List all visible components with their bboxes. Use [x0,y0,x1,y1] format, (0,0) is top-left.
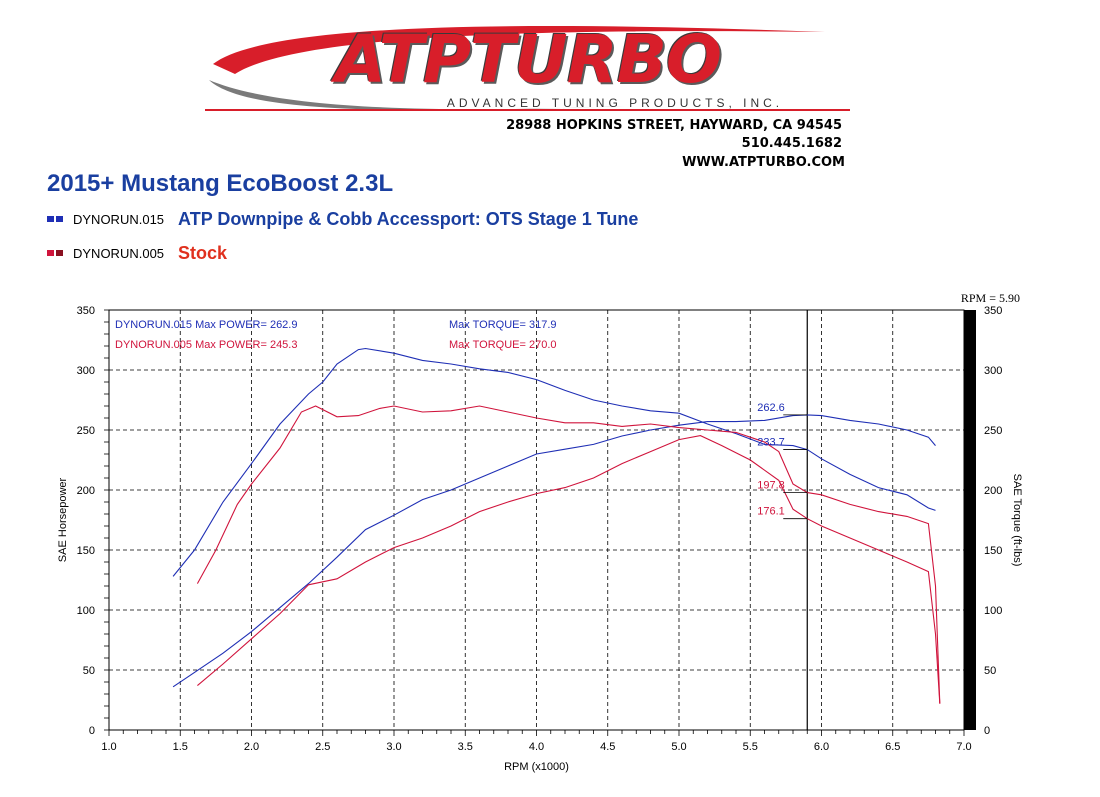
legend-run-name: DYNORUN.015 [73,211,165,227]
legend-description: Stock [178,242,228,263]
legend-swatch [47,250,54,256]
legend-swatch [56,250,63,256]
rpm-cursor-label: RPM = 5.90 [961,291,1020,305]
cursor-value-label: 176.1 [757,506,785,518]
x-tick-label: 5.5 [743,741,758,753]
cursor-value-label: 233.7 [757,437,785,449]
y-axis-title: SAE Horsepower [57,477,69,562]
phone: 510.445.1682 [741,136,842,151]
legend-swatch [47,216,54,222]
logo-subtitle: ADVANCED TUNING PRODUCTS, INC. [446,96,784,110]
x-tick-label: 4.5 [600,741,615,753]
legend-item-run-005: DYNORUN.005 Stock [47,242,227,264]
x-tick-label: 3.5 [458,741,473,753]
cursor-value-label: 262.6 [757,402,785,414]
y-tick-label-right: 100 [984,605,1002,617]
series-line [197,435,941,704]
right-axis-bar [964,310,976,730]
y-tick-label-left: 300 [77,365,95,377]
x-tick-label: 5.0 [671,741,686,753]
legend-item-run-015: DYNORUN.015 ATP Downpipe & Cobb Accesspo… [47,208,638,230]
website: WWW.ATPTURBO.COM [682,155,845,170]
x-tick-label: 6.0 [814,741,829,753]
x-tick-label: 7.0 [956,741,971,753]
series-line [172,347,936,577]
x-tick-label: 4.0 [529,741,544,753]
x-tick-label: 2.0 [244,741,259,753]
y-tick-label-left: 350 [77,305,95,317]
x-tick-label: 3.0 [386,741,401,753]
y-tick-label-left: 100 [77,605,95,617]
max-torque-label: Max TORQUE= 317.9 [449,319,557,331]
logo-swoosh [205,26,850,111]
y-tick-label-left: 0 [89,725,95,737]
y-tick-label-left: 200 [77,485,95,497]
x-tick-label: 1.5 [173,741,188,753]
y-tick-label-left: 250 [77,425,95,437]
y-axis-title-right: SAE Torque (ft-lbs) [1011,474,1023,567]
x-tick-label: 2.5 [315,741,330,753]
chart-title: 2015+ Mustang EcoBoost 2.3L [47,170,394,197]
x-axis-title: RPM (x1000) [504,761,569,773]
y-tick-label-right: 50 [984,665,996,677]
y-tick-label-right: 300 [984,365,1002,377]
max-power-label: DYNORUN.005 Max POWER= 245.3 [115,339,297,351]
x-tick-label: 6.5 [885,741,900,753]
max-torque-label: Max TORQUE= 270.0 [449,339,557,351]
y-tick-label-left: 150 [77,545,95,557]
y-tick-label-left: 50 [83,665,95,677]
address: 28988 HOPKINS STREET, HAYWARD, CA 94545 [506,118,842,133]
x-tick-label: 1.0 [101,741,116,753]
y-tick-label-right: 250 [984,425,1002,437]
y-tick-label-right: 350 [984,305,1002,317]
series-line [172,414,936,688]
cursor-value-label: 197.8 [757,480,785,492]
y-tick-label-right: 200 [984,485,1002,497]
legend-description: ATP Downpipe & Cobb Accessport: OTS Stag… [178,208,639,229]
series-line [196,405,941,704]
y-tick-label-right: 150 [984,545,1002,557]
legend-run-name: DYNORUN.005 [73,245,165,261]
max-power-label: DYNORUN.015 Max POWER= 262.9 [115,319,297,331]
logo-text: ATPTURBO [334,21,722,98]
legend-swatch [56,216,63,222]
y-tick-label-right: 0 [984,725,990,737]
